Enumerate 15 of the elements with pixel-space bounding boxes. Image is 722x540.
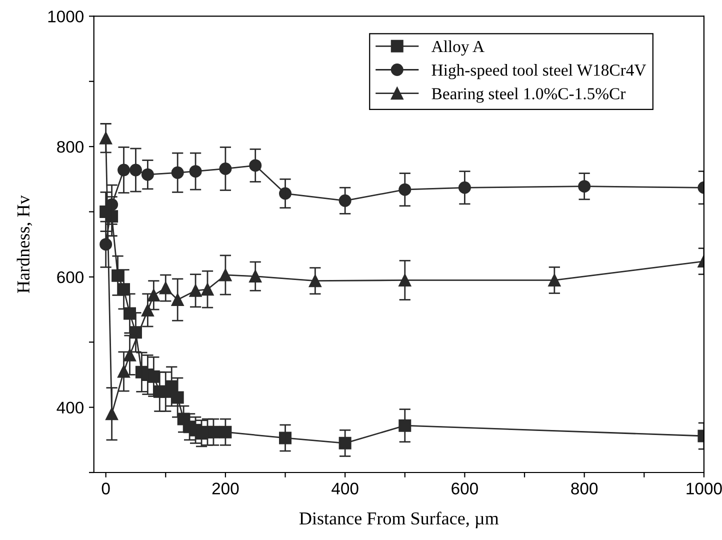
y-axis-title: Hardness, Hv — [16, 195, 32, 293]
x-tick-label: 1000 — [686, 482, 722, 494]
x-tick-label: 200 — [212, 482, 239, 494]
legend-label: Alloy A — [431, 40, 484, 56]
y-tick-label: 800 — [57, 140, 84, 153]
y-tick-label: 400 — [56, 402, 84, 414]
x-tick-label: 0 — [102, 482, 110, 494]
x-tick-label: 400 — [332, 482, 358, 494]
x-axis-title: Distance From Surface, µm — [299, 512, 499, 528]
y-tick-label: 600 — [57, 271, 84, 284]
legend-label: High-speed tool steel W18Cr4V — [432, 64, 646, 80]
legend-label: Bearing steel 1.0%C-1.5%Cr — [432, 88, 626, 103]
x-tick-label: 800 — [571, 482, 598, 494]
x-tick-label: 600 — [452, 482, 478, 494]
y-tick-label: 1000 — [48, 10, 84, 22]
